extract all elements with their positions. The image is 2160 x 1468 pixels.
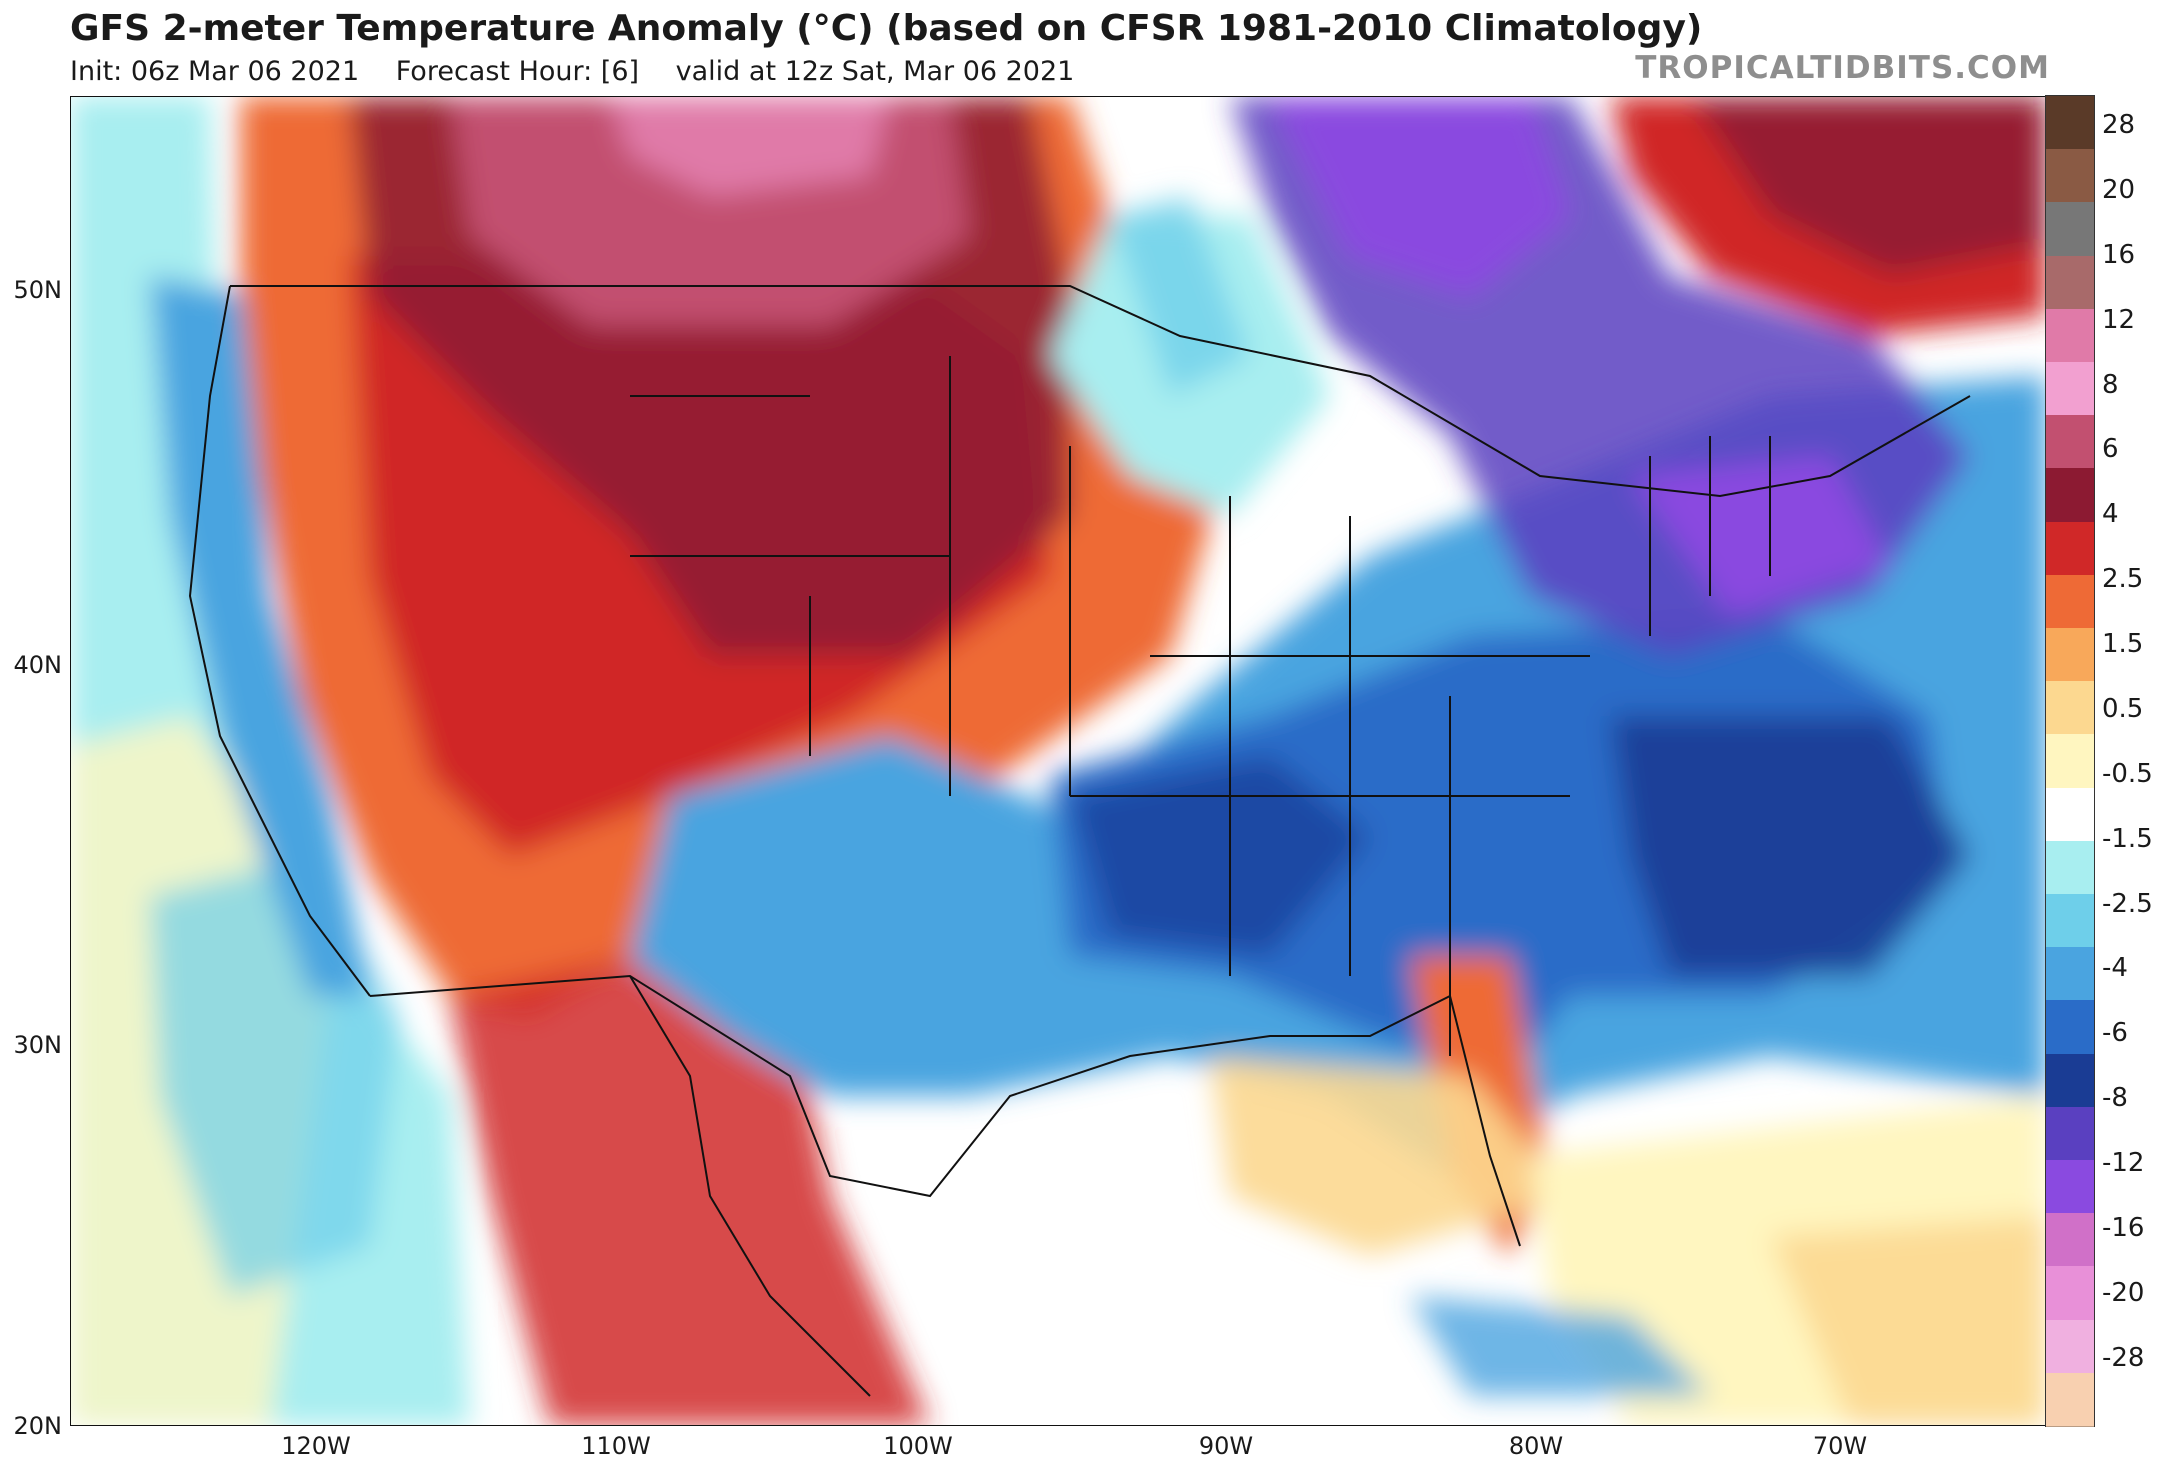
lon-label-100w: 100W	[883, 1432, 953, 1460]
legend-swatch	[2046, 1000, 2094, 1055]
legend-label: -1.5	[2102, 823, 2153, 854]
brand-watermark: TROPICALTIDBITS.COM	[1635, 50, 2050, 86]
legend-label: -2.5	[2102, 888, 2153, 919]
lat-label-50n: 50N	[13, 276, 63, 304]
legend-swatch	[2046, 787, 2094, 842]
legend-label: 28	[2102, 110, 2136, 140]
legend-swatch	[2046, 1160, 2094, 1215]
legend-swatch	[2046, 255, 2094, 310]
legend-label: 8	[2102, 369, 2119, 400]
legend-swatch	[2046, 1266, 2094, 1321]
legend-swatch	[2046, 1213, 2094, 1268]
lon-label-90w: 90W	[1198, 1432, 1254, 1460]
forecast-info: Init: 06z Mar 06 2021 Forecast Hour: [6]…	[70, 56, 1102, 87]
legend-swatch	[2046, 96, 2094, 151]
lat-label-20n: 20N	[13, 1412, 63, 1440]
legend-label: 4	[2102, 499, 2119, 530]
legend-label: -0.5	[2102, 758, 2153, 789]
legend-label: -20	[2102, 1277, 2145, 1308]
legend-label: 16	[2102, 239, 2136, 270]
lat-label-30n: 30N	[13, 1031, 63, 1059]
legend-swatch	[2046, 308, 2094, 363]
legend-swatch	[2046, 1106, 2094, 1161]
legend-label: 12	[2102, 304, 2136, 335]
anomaly-field	[70, 96, 2046, 1426]
legend-swatch	[2046, 362, 2094, 417]
legend-label: 2.5	[2102, 564, 2144, 595]
legend-label: -6	[2102, 1018, 2128, 1049]
legend-label: -16	[2102, 1212, 2145, 1243]
legend-label: 20	[2102, 174, 2136, 205]
legend-swatch	[2046, 734, 2094, 789]
lon-label-110w: 110W	[581, 1432, 651, 1460]
legend-swatch	[2046, 894, 2094, 949]
valid-time: valid at 12z Sat, Mar 06 2021	[675, 56, 1075, 87]
temperature-anomaly-map	[70, 96, 2046, 1426]
legend-label: 0.5	[2102, 693, 2144, 724]
forecast-hour: Forecast Hour: [6]	[395, 56, 640, 87]
legend-swatch	[2046, 202, 2094, 257]
legend-swatch	[2046, 628, 2094, 683]
legend-label: 6	[2102, 434, 2119, 465]
legend-swatch	[2046, 468, 2094, 523]
legend-swatch	[2046, 415, 2094, 470]
map-title: GFS 2-meter Temperature Anomaly (°C) (ba…	[70, 8, 1703, 49]
legend-label: 1.5	[2102, 629, 2144, 660]
lon-label-80w: 80W	[1508, 1432, 1564, 1460]
legend-swatch	[2046, 521, 2094, 576]
legend-swatch	[2046, 1319, 2094, 1374]
init-time: Init: 06z Mar 06 2021	[70, 56, 360, 87]
legend-swatch	[2046, 681, 2094, 736]
lon-label-70w: 70W	[1812, 1432, 1868, 1460]
legend-label: -8	[2102, 1083, 2128, 1114]
lon-label-120w: 120W	[281, 1432, 351, 1460]
legend-swatch	[2046, 840, 2094, 895]
legend-swatch	[2046, 149, 2094, 204]
legend-label: -28	[2102, 1342, 2145, 1373]
legend-swatch	[2046, 574, 2094, 629]
legend-swatch	[2046, 1372, 2094, 1427]
legend-swatch	[2046, 947, 2094, 1002]
legend-label: -12	[2102, 1148, 2145, 1179]
legend-label: -4	[2102, 953, 2128, 984]
legend-swatch	[2046, 1053, 2094, 1108]
lat-label-40n: 40N	[13, 651, 63, 679]
political-borders	[188, 285, 1971, 1397]
color-legend	[2045, 95, 2095, 1427]
